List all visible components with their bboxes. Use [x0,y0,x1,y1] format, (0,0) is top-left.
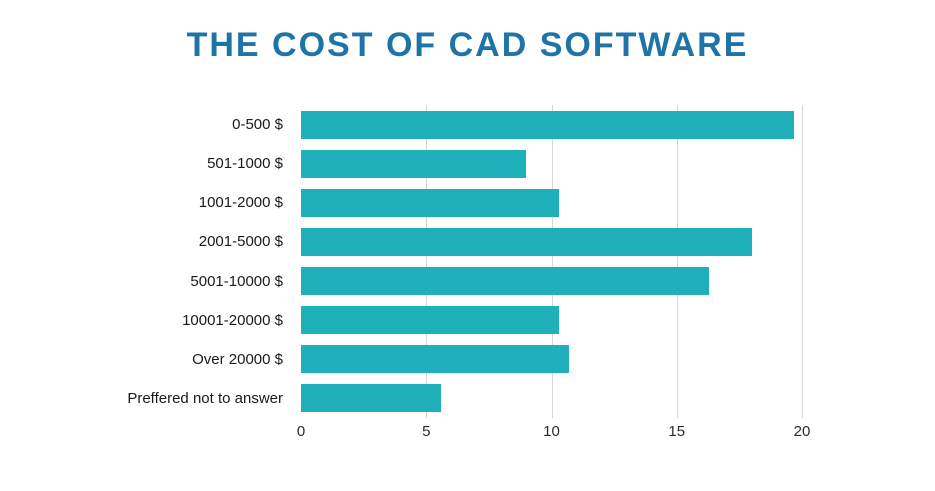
category-label: 1001-2000 $ [198,194,283,212]
chart-title: THE COST OF CAD SOFTWARE [186,26,749,64]
category-label: 501-1000 $ [207,155,283,173]
bar [301,149,527,178]
bar [301,188,559,217]
category-axis: 0-500 $ 501-1000 $ 1001-2000 $ 2001-5000 $ 5… [0,105,292,418]
category-label: 0-500 $ [232,116,283,134]
x-tick-label: 15 [668,423,686,440]
bar [301,384,442,413]
plot-area [301,105,803,418]
x-tick-label: 0 [296,423,306,440]
category-label: Preffered not to answer [127,389,283,407]
bar [301,267,710,296]
bar-row [301,222,802,261]
bar [301,345,570,374]
bar-row [301,379,802,418]
category-label: 2001-5000 $ [198,233,283,251]
bar [301,227,752,256]
gridline-5 [426,105,428,418]
bar-row [301,301,802,340]
gridline-15 [676,105,678,418]
bar [301,110,795,139]
bar-row [301,183,802,222]
bar-rows [301,105,802,418]
bar-row [301,105,802,144]
bar [301,306,559,335]
bar-row [301,144,802,183]
bar-row [301,340,802,379]
x-tick-label: 20 [793,423,811,440]
x-tick-label: 5 [422,423,431,440]
gridline-10 [551,105,553,418]
gridline-20 [802,105,803,418]
bar-row [301,262,802,301]
x-axis: 0 5 10 15 20 [297,423,811,443]
category-label: 5001-10000 $ [190,272,283,290]
category-label: Over 20000 $ [192,350,283,368]
category-label: 10001-20000 $ [182,311,283,329]
x-tick-label: 10 [543,423,560,440]
